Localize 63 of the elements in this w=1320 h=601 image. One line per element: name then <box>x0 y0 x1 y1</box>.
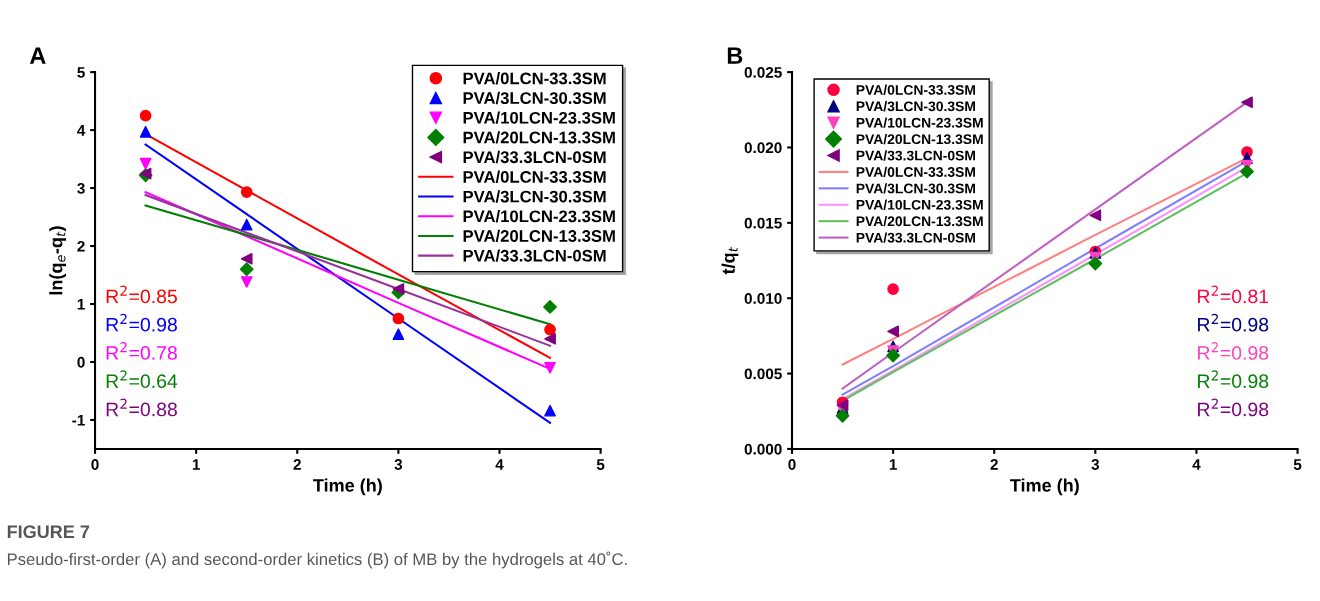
y-tick-label: 1 <box>77 299 85 310</box>
legend-label: PVA/0LCN-33.3SM <box>856 84 975 95</box>
annotation: R$^{2}$=0.98 <box>1198 342 1269 360</box>
annotation: R$^{2}$=0.98 <box>1198 398 1269 417</box>
legend-label: PVA/20LCN-13.3SM <box>463 131 615 144</box>
x-tick-label: 1 <box>889 459 897 470</box>
annotation: R$^{2}$=0.85 <box>106 285 177 304</box>
annotation: R$^{2}$=0.98 <box>106 313 177 332</box>
y-tick-label: 0.025 <box>744 66 782 78</box>
y-tick-label: -1 <box>72 414 85 426</box>
legend-label: PVA/20LCN-13.3SM <box>856 215 983 227</box>
legend-label: PVA/0LCN-33.3SM <box>463 170 606 183</box>
x-axis-title: Time (h) <box>313 478 382 496</box>
y-tick-label: 0.005 <box>744 368 782 380</box>
annotation: R$^{2}$=0.98 <box>1198 370 1269 389</box>
legend-label: PVA/10LCN-23.3SM <box>463 111 615 124</box>
caption: FIGURE 7 <box>7 525 90 539</box>
y-axis-title: ln(q$_{e}$-q$_{t}$) <box>49 226 67 295</box>
annotation: R$^{2}$=0.88 <box>106 398 177 417</box>
annotation: R$^{2}$=0.81 <box>1198 285 1269 304</box>
annotation: R$^{2}$=0.64 <box>106 370 178 389</box>
x-tick-label: 2 <box>990 459 998 470</box>
legend-label: PVA/0LCN-33.3SM <box>463 72 606 85</box>
legend-label: PVA/3LCN-30.3SM <box>856 183 975 194</box>
x-tick-label: 3 <box>394 459 403 470</box>
y-tick-label: 2 <box>77 240 85 252</box>
legend-label: PVA/3LCN-30.3SM <box>463 91 606 105</box>
legend-label: PVA/33.3LCN-0SM <box>463 249 606 262</box>
x-tick-label: 4 <box>1192 459 1201 470</box>
y-tick-label: 3 <box>77 182 85 194</box>
x-tick-label: 0 <box>91 459 99 470</box>
chart-title: B <box>727 47 743 64</box>
text: Pseudo-first-order (A) and second-order kinetics (B) of MB by the hydrogels at 40˚C. <box>7 551 627 569</box>
legend-label: PVA/33.3LCN-0SM <box>856 232 975 243</box>
annotation: R$^{2}$=0.98 <box>1198 313 1269 332</box>
y-tick-label: 0.000 <box>744 443 782 455</box>
y-tick-label: 0 <box>77 356 85 368</box>
x-tick-label: 5 <box>1293 459 1302 470</box>
legend-label: PVA/33.3LCN-0SM <box>463 150 606 164</box>
legend-label: PVA/10LCN-23.3SM <box>856 117 983 128</box>
x-tick-label: 1 <box>192 459 200 470</box>
y-axis-title: t/q$_{t}$ <box>721 246 739 275</box>
annotation: R$^{2}$=0.78 <box>106 342 177 360</box>
x-tick-label: 4 <box>495 459 504 470</box>
legend-label: PVA/20LCN-13.3SM <box>463 229 615 243</box>
y-tick-label: 4 <box>77 125 86 136</box>
legend-label: PVA/10LCN-23.3SM <box>856 199 983 210</box>
y-tick-label: 5 <box>77 67 85 78</box>
legend-label: PVA/3LCN-30.3SM <box>463 190 606 203</box>
x-tick-label: 5 <box>596 459 605 470</box>
y-tick-label: 0.015 <box>744 217 782 229</box>
legend-label: PVA/3LCN-30.3SM <box>856 101 975 112</box>
chart-title: A <box>29 47 46 64</box>
legend-label: PVA/20LCN-13.3SM <box>856 133 983 145</box>
y-tick-label: 0.020 <box>744 142 782 154</box>
legend-label: PVA/10LCN-23.3SM <box>463 209 615 223</box>
y-tick-label: 0.010 <box>744 293 782 304</box>
legend-label: PVA/0LCN-33.3SM <box>856 166 975 178</box>
x-tick-label: 2 <box>293 459 301 470</box>
x-tick-label: 3 <box>1091 459 1100 470</box>
legend-label: PVA/33.3LCN-0SM <box>856 150 975 161</box>
x-tick-label: 0 <box>788 459 796 470</box>
x-axis-title: Time (h) <box>1010 478 1079 496</box>
